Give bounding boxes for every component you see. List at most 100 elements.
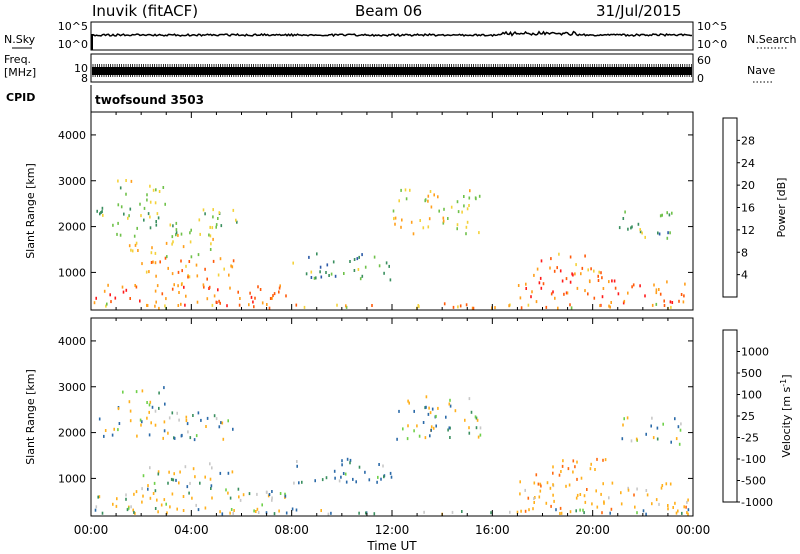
power-cell — [334, 274, 337, 278]
velocity-cell — [255, 510, 257, 513]
power-cell — [456, 223, 459, 227]
velocity-cell — [539, 489, 542, 493]
power-cell — [165, 241, 168, 245]
power-cell — [215, 225, 217, 229]
velocity-cell — [567, 467, 570, 471]
power-cell — [627, 291, 629, 295]
velocity-cell — [656, 437, 659, 441]
power-cell — [185, 264, 187, 268]
power-cell — [212, 259, 215, 263]
velocity-cell — [574, 465, 576, 469]
velocity-cell — [594, 468, 596, 471]
velocity-cell — [651, 416, 653, 420]
power-cell — [598, 270, 600, 274]
velocity-cell — [552, 465, 554, 469]
power-cell — [129, 297, 131, 300]
power-cell — [189, 231, 191, 235]
velocity-cell — [432, 426, 435, 430]
velocity-cell — [148, 410, 150, 414]
velocity-cell — [448, 426, 451, 430]
power-cell — [361, 253, 363, 257]
velocity-cell — [378, 463, 380, 466]
velocity-cell — [129, 419, 132, 423]
velocity-cell — [553, 499, 555, 503]
power-cell — [410, 220, 413, 224]
power-cell — [261, 301, 264, 305]
power-colorbar-label: 16 — [741, 202, 755, 215]
power-cell — [134, 284, 136, 287]
power-cell — [530, 295, 532, 299]
velocity-cell — [437, 406, 439, 410]
power-cell — [278, 290, 280, 294]
power-cell — [658, 232, 661, 236]
power-cell — [215, 223, 218, 227]
velocity-cell — [576, 460, 578, 464]
power-cell — [146, 193, 148, 197]
velocity-cell — [583, 511, 585, 515]
velocity-cell — [185, 419, 188, 422]
velocity-cell — [340, 475, 342, 479]
power-cell — [161, 292, 164, 296]
power-cell — [669, 300, 672, 304]
power-cell — [463, 195, 465, 198]
power-cell — [509, 303, 511, 307]
power-cell — [210, 242, 212, 246]
power-cell — [128, 244, 131, 248]
velocity-cell — [561, 464, 564, 468]
power-cell — [614, 286, 617, 290]
velocity-cell — [111, 433, 114, 437]
velocity-cell — [424, 436, 427, 440]
velocity-cell — [545, 501, 548, 505]
power-cell — [538, 281, 541, 285]
velocity-cell — [176, 507, 178, 511]
power-cell — [661, 213, 663, 217]
velocity-cell — [575, 496, 578, 500]
power-cell — [226, 304, 228, 308]
power-cell — [427, 225, 430, 229]
velocity-cell — [686, 511, 688, 515]
power-cell — [471, 306, 474, 310]
velocity-cell — [296, 460, 298, 463]
power-cell — [166, 255, 168, 259]
velocity-cell — [191, 496, 193, 500]
power-cell — [189, 240, 192, 244]
power-cell — [165, 297, 167, 301]
velocity-cell — [204, 506, 207, 510]
power-cell — [122, 290, 125, 294]
velocity-cell — [667, 507, 669, 511]
velocity-cell — [610, 507, 613, 511]
power-cell — [443, 207, 445, 211]
power-cell — [517, 284, 520, 287]
velocity-cell — [154, 489, 157, 493]
power-cell — [400, 225, 402, 229]
power-cell — [211, 226, 214, 230]
power-cell — [117, 203, 120, 207]
power-cell — [319, 270, 321, 274]
power-cell — [563, 292, 565, 296]
velocity-cell — [534, 496, 536, 499]
power-cell — [394, 216, 397, 220]
velocity-cell — [113, 427, 115, 431]
power-cell — [597, 279, 600, 282]
nsky-trace — [91, 30, 692, 38]
velocity-cell — [112, 502, 114, 506]
power-cell — [100, 211, 102, 214]
velocity-cell — [572, 459, 575, 463]
power-cell — [624, 210, 626, 214]
velocity-cell — [539, 482, 542, 486]
velocity-cell — [627, 486, 629, 490]
power-cell — [561, 279, 564, 283]
velocity-cell — [562, 459, 564, 463]
velocity-cell — [221, 512, 224, 516]
power-cell — [680, 293, 683, 296]
power-cell — [156, 212, 159, 216]
velocity-cell — [344, 472, 347, 476]
velocity-cell — [215, 417, 218, 421]
power-cell — [230, 264, 232, 268]
power-cell — [459, 304, 462, 308]
power-cell — [574, 272, 576, 276]
velocity-cell — [279, 492, 282, 495]
velocity-cell — [346, 457, 349, 461]
power-cell — [452, 305, 455, 309]
